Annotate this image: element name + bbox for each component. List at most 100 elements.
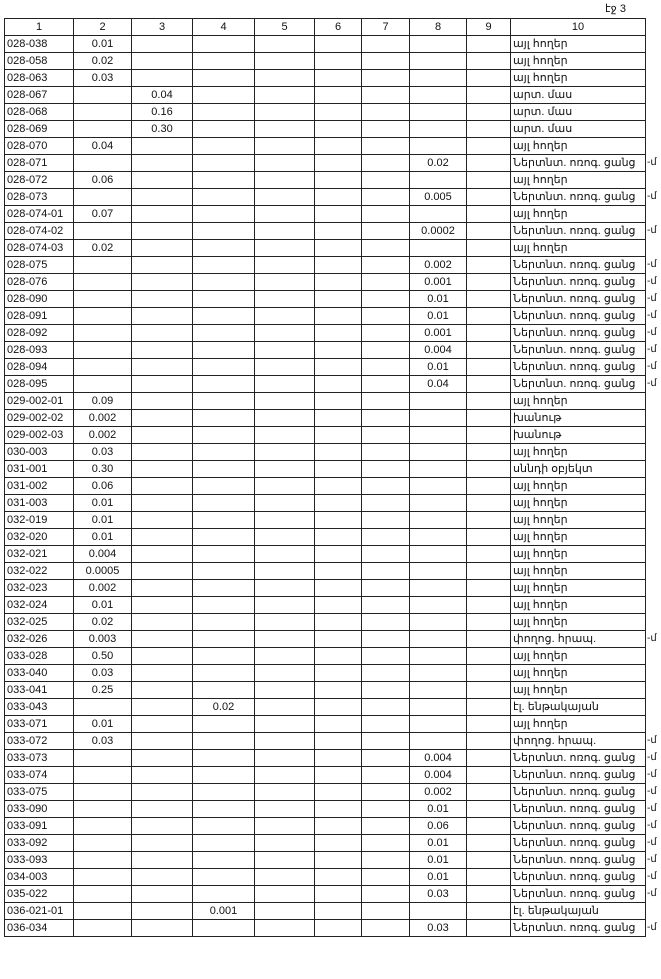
table-row: 032-020 0.01 այլ հողեր [4, 528, 646, 546]
table-cell [361, 919, 410, 937]
table-cell: 033-072 [4, 732, 74, 750]
table-cell [361, 52, 410, 70]
table-cell [314, 715, 362, 733]
table-cell [73, 868, 132, 886]
table-cell: 0.002 [73, 409, 132, 427]
table-cell [466, 358, 511, 376]
table-cell [409, 120, 467, 138]
table-cell [254, 715, 315, 733]
table-row: 032-023 0.002 այլ հողեր [4, 579, 646, 597]
table-cell [314, 494, 362, 512]
table-cell [254, 409, 315, 427]
table-row: 028-092 0.001 Ներտնտ. ոռոգ. ցանց [4, 324, 646, 342]
table-cell [466, 732, 511, 750]
table-cell [131, 392, 193, 410]
table-cell: Ներտնտ. ոռոգ. ցանց [510, 749, 646, 767]
table-cell [361, 902, 410, 920]
table-row: 032-025 0.02 այլ հողեր [4, 613, 646, 631]
table-cell: 032-025 [4, 613, 74, 631]
table-cell [409, 426, 467, 444]
table-cell [466, 188, 511, 206]
table-cell [361, 494, 410, 512]
header-cell: 4 [192, 18, 255, 36]
table-cell [361, 834, 410, 852]
table-row: 028-063 0.03 այլ հողեր [4, 69, 646, 87]
table-cell [131, 885, 193, 903]
table-cell [314, 732, 362, 750]
table-cell [192, 511, 255, 529]
table-cell [361, 154, 410, 172]
table-cell [131, 545, 193, 563]
row-margin-mark: -մ [647, 292, 657, 304]
table-row: 033-041 0.25 այլ հողեր [4, 681, 646, 699]
table-cell [131, 358, 193, 376]
table-cell [192, 443, 255, 461]
table-row: 030-003 0.03 այլ հողեր [4, 443, 646, 461]
table-cell: այլ հողեր [510, 596, 646, 614]
table-cell [254, 800, 315, 818]
table-cell [254, 324, 315, 342]
table-cell [192, 528, 255, 546]
header-row: 1 2 3 4 5 6 7 8 9 10 [4, 18, 646, 36]
table-cell [73, 885, 132, 903]
table-cell [314, 409, 362, 427]
table-cell: 0.09 [73, 392, 132, 410]
table-cell [192, 103, 255, 121]
table-cell [409, 698, 467, 716]
table-cell: Ներտնտ. ոռոգ. ցանց [510, 154, 646, 172]
table-cell: խանութ [510, 426, 646, 444]
table-cell [361, 460, 410, 478]
table-cell: 033-028 [4, 647, 74, 665]
table-cell [131, 715, 193, 733]
table-cell [409, 902, 467, 920]
table-cell [314, 902, 362, 920]
table-cell: էլ. ենթակայան [510, 902, 646, 920]
table-cell [314, 562, 362, 580]
table-cell [409, 494, 467, 512]
table-row: 033-073 0.004 Ներտնտ. ոռոգ. ցանց [4, 749, 646, 767]
header-cell: 8 [409, 18, 467, 36]
table-cell [254, 358, 315, 376]
table-cell [361, 426, 410, 444]
table-cell [361, 562, 410, 580]
table-cell: 036-021-01 [4, 902, 74, 920]
table-cell [73, 698, 132, 716]
table-cell [73, 307, 132, 325]
table-cell: 028-093 [4, 341, 74, 359]
table-cell [192, 664, 255, 682]
table-cell [361, 307, 410, 325]
table-cell: 0.50 [73, 647, 132, 665]
table-cell [254, 579, 315, 597]
table-cell: 0.04 [131, 86, 193, 104]
table-cell [192, 290, 255, 308]
table-row: 028-090 0.01 Ներտնտ. ոռոգ. ցանց [4, 290, 646, 308]
table-cell [314, 528, 362, 546]
table-cell [192, 120, 255, 138]
table-row: 028-069 0.30 արտ. մաս [4, 120, 646, 138]
table-cell [466, 885, 511, 903]
table-cell: 028-074-03 [4, 239, 74, 257]
table-cell [361, 409, 410, 427]
table-cell [73, 341, 132, 359]
table-cell: այլ հողեր [510, 69, 646, 87]
row-margin-mark: -մ [647, 768, 657, 780]
table-cell: 033-074 [4, 766, 74, 784]
table-cell: 028-067 [4, 86, 74, 104]
table-cell: 033-073 [4, 749, 74, 767]
row-margin-mark: -մ [647, 343, 657, 355]
table-cell: 028-075 [4, 256, 74, 274]
table-cell [73, 188, 132, 206]
table-cell: 0.03 [73, 443, 132, 461]
table-cell [254, 647, 315, 665]
table-cell [192, 766, 255, 784]
table-row: 028-091 0.01 Ներտնտ. ոռոգ. ցանց [4, 307, 646, 325]
table-cell: 028-095 [4, 375, 74, 393]
table-cell [361, 86, 410, 104]
table-cell: այլ հողեր [510, 52, 646, 70]
table-cell [131, 341, 193, 359]
table-cell [131, 154, 193, 172]
row-margin-mark: -մ [647, 360, 657, 372]
table-cell [466, 766, 511, 784]
table-row: 033-043 0.02 էլ. ենթակայան [4, 698, 646, 716]
table-row: 033-091 0.06 Ներտնտ. ոռոգ. ցանց [4, 817, 646, 835]
